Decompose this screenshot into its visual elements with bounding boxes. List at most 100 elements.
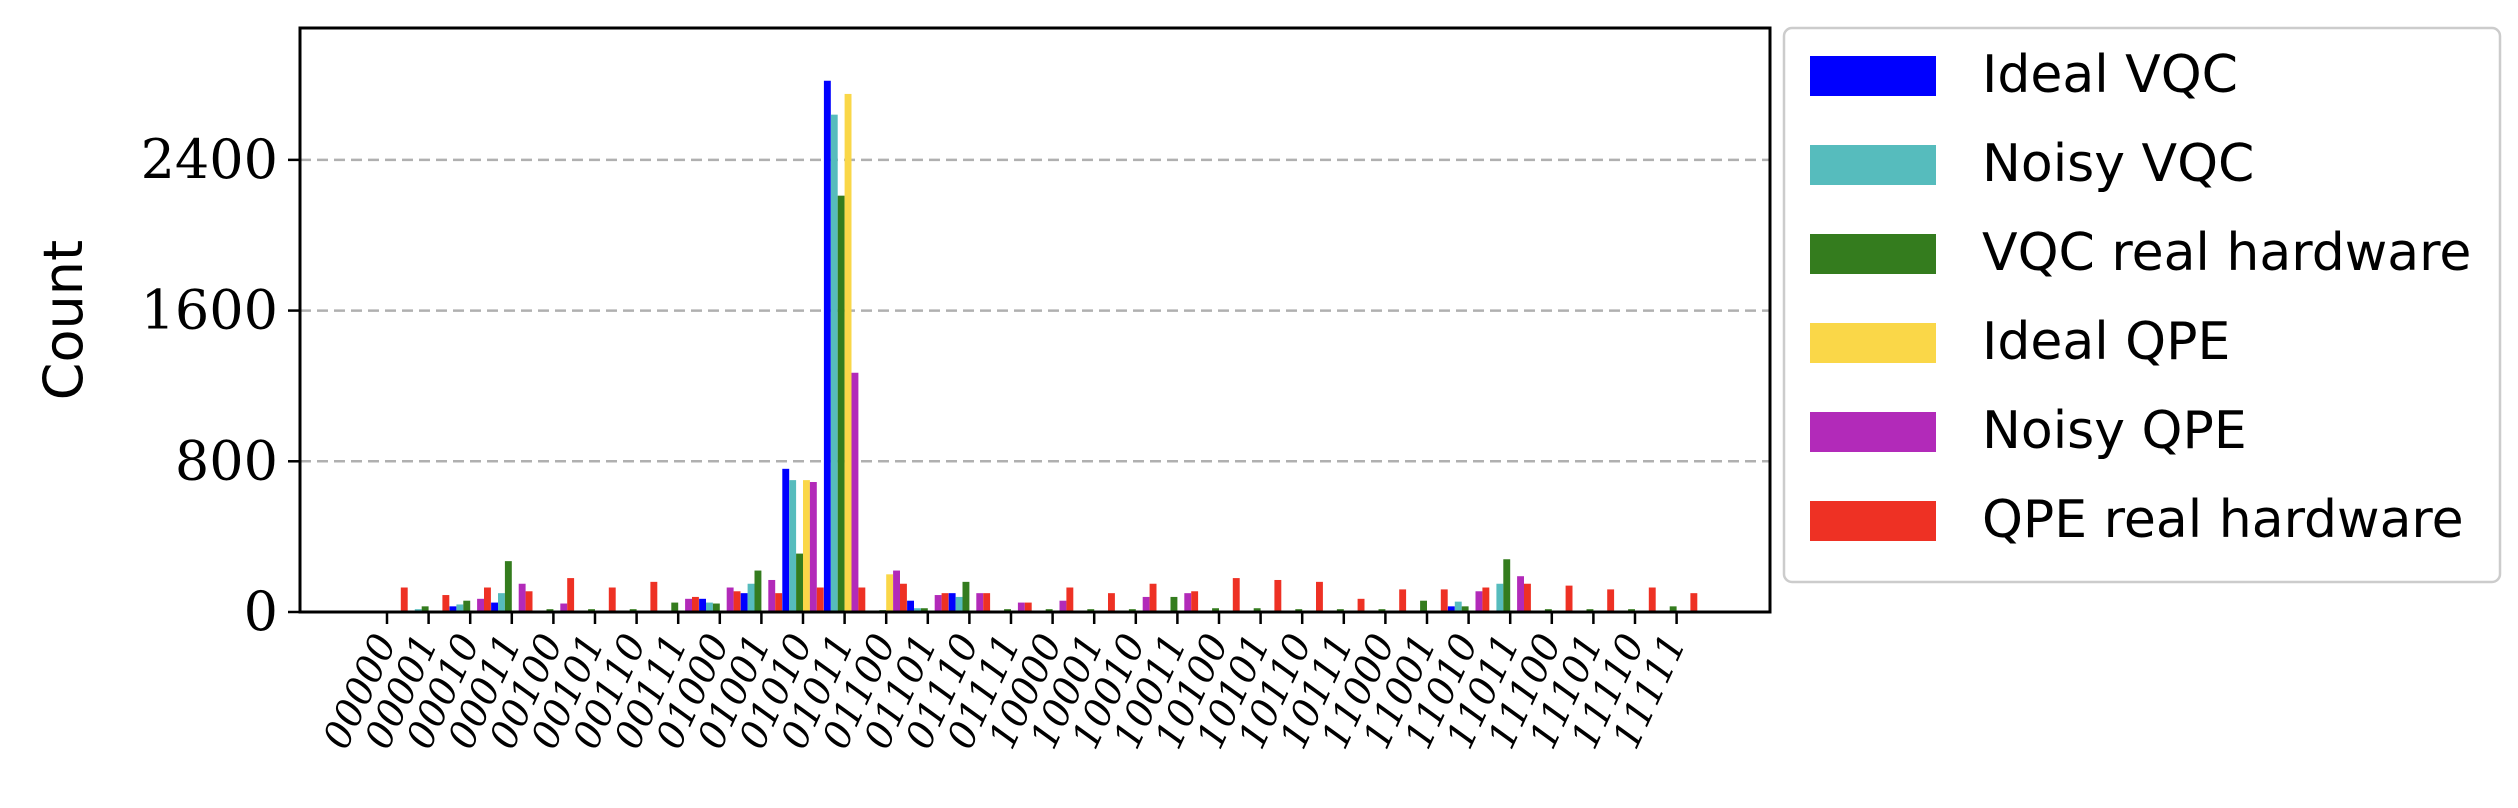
bar xyxy=(1454,601,1462,612)
bar xyxy=(1440,589,1448,612)
bar xyxy=(518,583,526,612)
bar xyxy=(1565,585,1573,612)
bar xyxy=(900,583,907,612)
y-tick-label: 0 xyxy=(244,580,278,643)
bar xyxy=(782,468,790,612)
bar xyxy=(498,593,505,612)
bar xyxy=(837,195,845,612)
bar xyxy=(477,598,484,612)
bar xyxy=(1690,593,1698,612)
bar xyxy=(504,561,512,612)
bar xyxy=(948,593,956,612)
bar xyxy=(816,587,824,612)
legend-swatch xyxy=(1810,56,1936,96)
bar xyxy=(962,581,970,612)
bar xyxy=(1399,589,1407,612)
bar xyxy=(976,593,984,612)
bar xyxy=(914,608,921,612)
bar xyxy=(671,602,679,612)
bar xyxy=(442,595,450,612)
y-axis-label: Count xyxy=(32,240,95,400)
legend-label: Noisy VQC xyxy=(1982,134,2254,194)
bar xyxy=(941,593,949,612)
bar xyxy=(789,480,797,612)
bar xyxy=(685,598,692,612)
bar xyxy=(768,579,776,612)
bar xyxy=(400,587,408,612)
legend-swatch xyxy=(1810,323,1936,363)
legend-label: Noisy QPE xyxy=(1982,401,2247,461)
bar xyxy=(421,606,429,612)
bar xyxy=(1191,591,1199,612)
bar xyxy=(1517,576,1524,612)
bar xyxy=(1170,596,1178,612)
bar xyxy=(886,574,894,612)
bar xyxy=(699,598,706,612)
bar xyxy=(893,570,900,612)
bar xyxy=(1482,587,1490,612)
bar xyxy=(1496,583,1504,612)
bar xyxy=(1357,598,1365,612)
bar xyxy=(1149,583,1157,612)
y-tick-label: 800 xyxy=(175,429,278,492)
legend-label: VQC real hardware xyxy=(1982,223,2471,283)
bar xyxy=(1184,593,1192,612)
bar xyxy=(560,603,568,612)
bar xyxy=(747,583,755,612)
y-axis: 0 800 1600 2400 xyxy=(141,128,300,643)
bar xyxy=(726,587,734,612)
legend-swatch xyxy=(1810,412,1936,452)
legend-label: Ideal VQC xyxy=(1982,45,2238,105)
x-axis: 0000000001000100001100100001010011000111… xyxy=(314,612,1695,755)
bar xyxy=(844,93,852,612)
bar xyxy=(851,372,859,612)
bar xyxy=(1503,559,1511,612)
y-tick-label: 2400 xyxy=(141,128,278,191)
bar xyxy=(823,80,831,612)
bar xyxy=(525,591,533,612)
bar xyxy=(1142,596,1150,612)
bar xyxy=(1017,602,1025,612)
bar xyxy=(1316,581,1323,612)
legend-box xyxy=(1782,26,2502,584)
legend-swatch xyxy=(1810,234,1936,274)
bar xyxy=(1447,606,1455,612)
bar xyxy=(809,482,817,612)
bar xyxy=(1274,579,1282,612)
bar xyxy=(1253,608,1261,612)
legend: Ideal VQC Noisy VQC VQC real hardware Ideal… xyxy=(1782,26,2502,584)
bar xyxy=(1475,591,1483,612)
bar xyxy=(1461,606,1469,612)
plot-area-frame xyxy=(298,26,1772,614)
bar xyxy=(1024,602,1032,612)
bar xyxy=(484,587,491,612)
bar xyxy=(456,604,464,612)
bar xyxy=(754,570,762,612)
bar xyxy=(1059,600,1067,612)
bar xyxy=(740,593,748,612)
legend-label: QPE real hardware xyxy=(1982,490,2464,550)
bar xyxy=(920,608,928,612)
bar xyxy=(449,606,457,612)
bar xyxy=(830,114,838,612)
bar xyxy=(907,600,914,612)
bar xyxy=(1648,587,1656,612)
bar xyxy=(463,600,471,612)
bar xyxy=(775,593,783,612)
bar xyxy=(712,603,720,612)
bar xyxy=(858,587,866,612)
bar xyxy=(567,578,575,612)
bar xyxy=(934,595,942,612)
bar xyxy=(1420,600,1427,612)
bar xyxy=(1607,589,1615,612)
bar xyxy=(1212,608,1219,612)
bar xyxy=(491,602,498,612)
bar xyxy=(1108,593,1115,612)
bar xyxy=(692,596,699,612)
bar xyxy=(733,591,741,612)
bar xyxy=(650,581,658,612)
y-tick-label: 1600 xyxy=(141,279,278,342)
legend-swatch xyxy=(1810,145,1936,185)
bar xyxy=(1524,583,1531,612)
